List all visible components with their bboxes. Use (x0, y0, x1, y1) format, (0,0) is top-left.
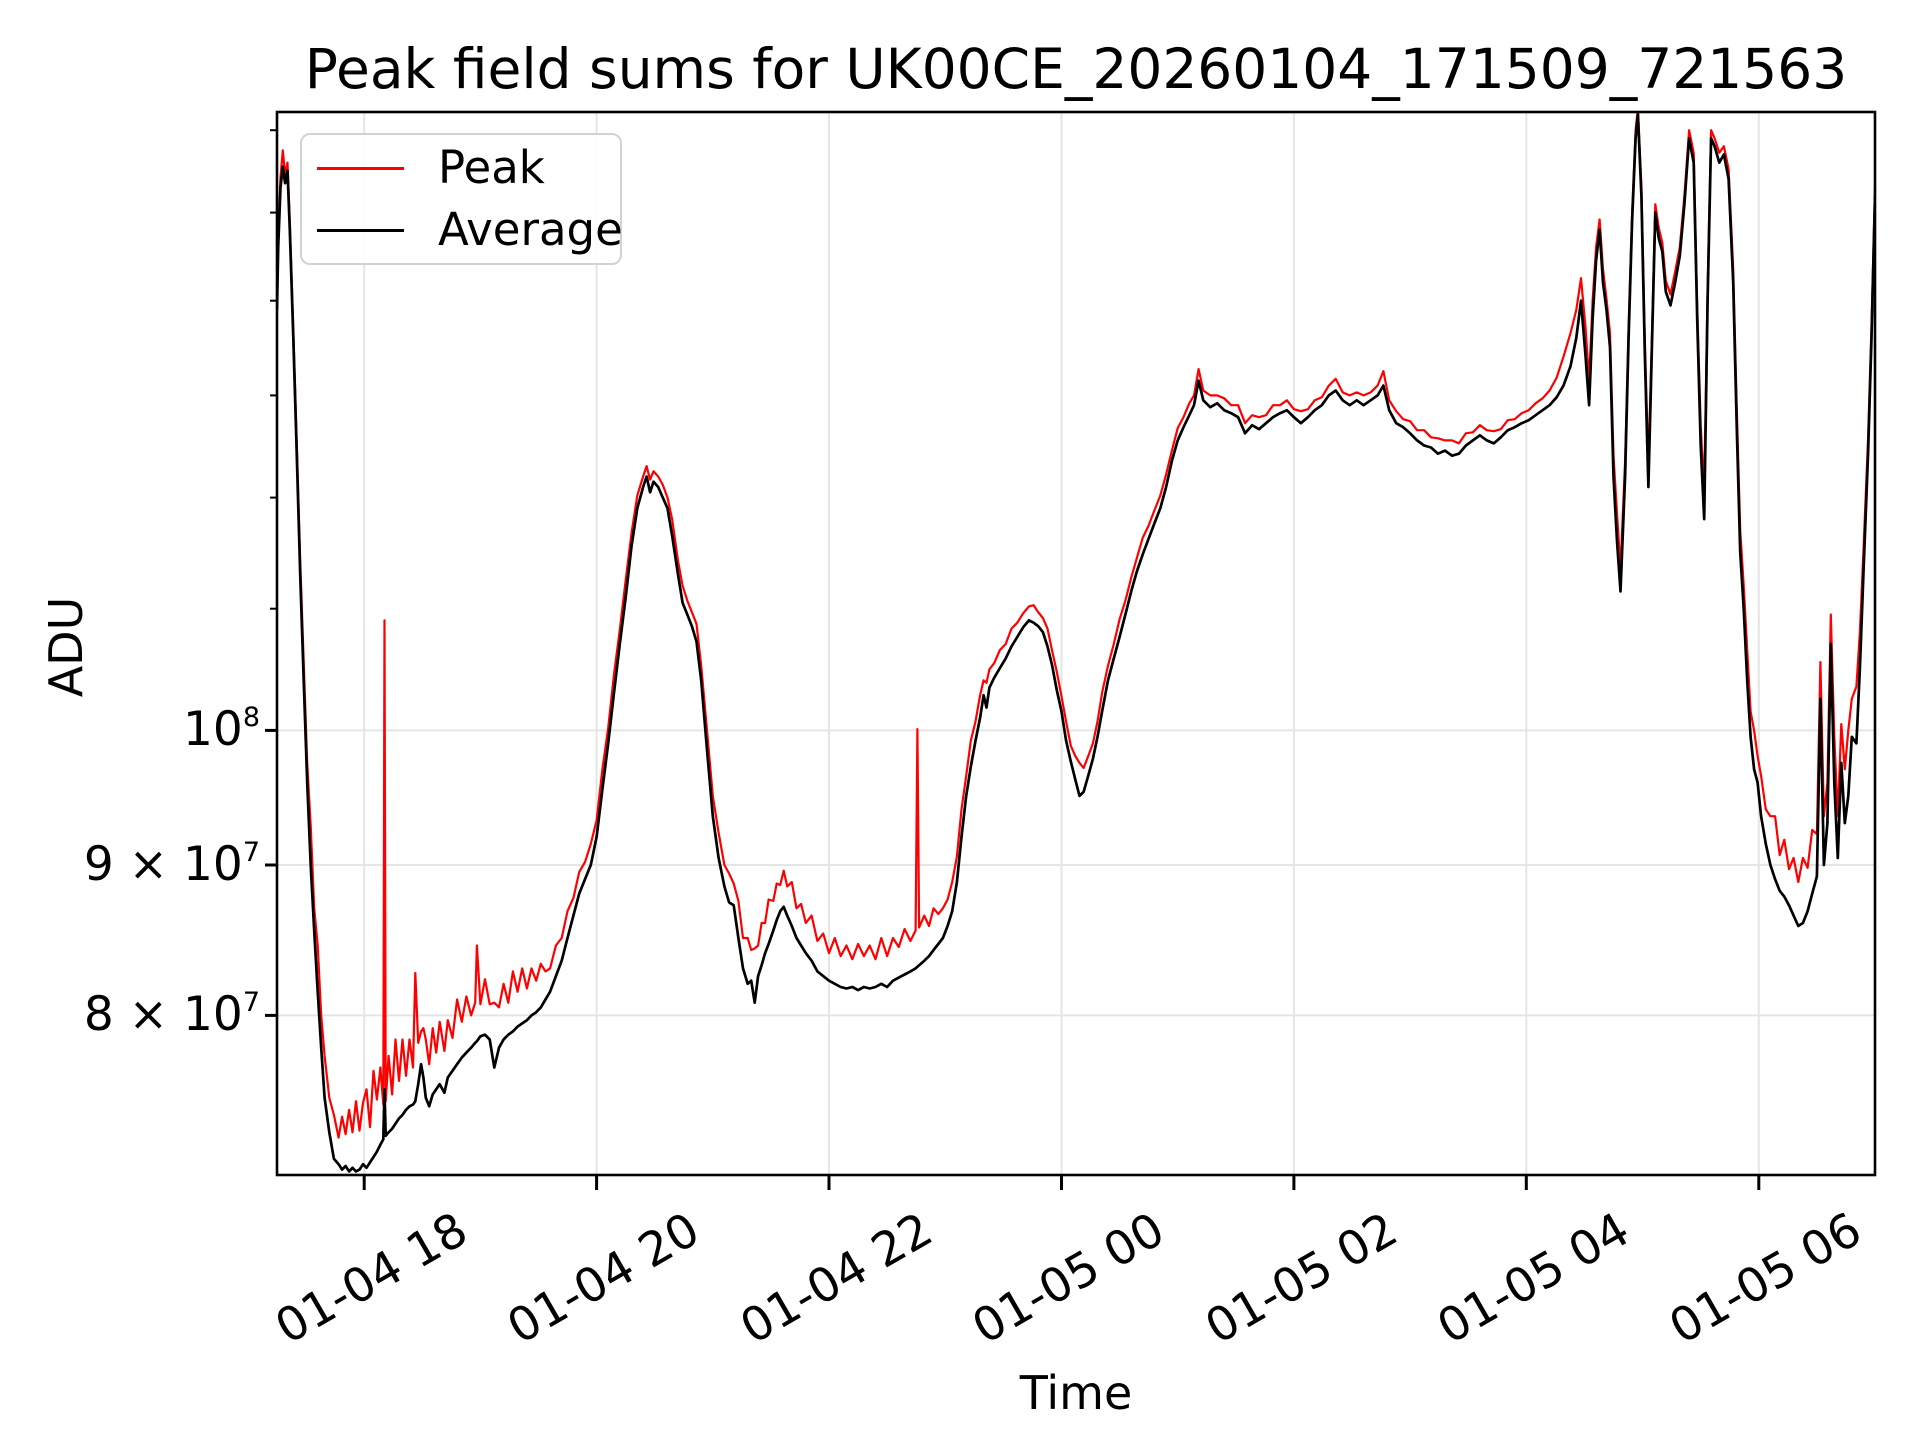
peak-line-swatch (317, 166, 404, 170)
y-tick-label: 9 × 107 (83, 836, 260, 892)
x-tick-label: 01-04 18 (266, 1202, 477, 1356)
y-tick-label: 8 × 107 (83, 987, 260, 1043)
y-axis-label: ADU (39, 596, 93, 698)
x-tick-label: 01-05 02 (1195, 1202, 1407, 1356)
x-tick-label: 01-04 20 (498, 1202, 710, 1356)
x-axis-label: Time (1019, 1366, 1133, 1420)
y-tick-label: 108 (183, 702, 260, 758)
average-line-swatch (317, 228, 404, 232)
x-tick-label: 01-05 04 (1428, 1202, 1639, 1356)
plot-area (265, 110, 1877, 1190)
legend-label-peak: Peak (438, 141, 545, 194)
chart-title: Peak field sums for UK00CE_20260104_1715… (304, 37, 1848, 101)
legend: Peak Average (300, 133, 623, 265)
x-tick-label: 01-04 22 (731, 1202, 942, 1356)
legend-item-average: Average (302, 201, 623, 259)
x-tick-label: 01-05 00 (963, 1202, 1174, 1356)
legend-label-average: Average (438, 203, 623, 256)
x-tick-label: 01-05 06 (1660, 1202, 1872, 1356)
legend-item-peak: Peak (302, 139, 620, 197)
